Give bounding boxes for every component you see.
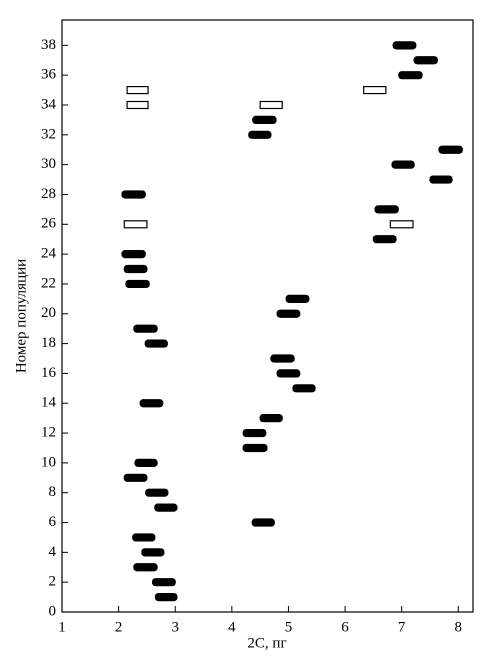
- range-bar: [285, 294, 310, 303]
- x-tick-label: 4: [228, 619, 236, 635]
- y-tick-label: 24: [41, 246, 57, 262]
- range-bar: [123, 473, 148, 482]
- x-tick-label: 6: [341, 619, 349, 635]
- range-bar: [151, 578, 176, 587]
- range-bar: [242, 443, 268, 453]
- y-tick-label: 6: [49, 514, 57, 530]
- x-tick-label: 2: [115, 619, 123, 635]
- y-tick-label: 8: [49, 484, 57, 500]
- range-bar: [121, 250, 146, 259]
- y-tick-label: 20: [41, 305, 56, 321]
- range-bar: [141, 548, 165, 557]
- range-bar: [154, 503, 178, 512]
- range-bar: [259, 414, 283, 423]
- range-bar: [125, 279, 150, 289]
- y-tick-label: 30: [41, 156, 56, 172]
- range-bar-open: [259, 100, 283, 110]
- x-axis-label: 2C, пг: [247, 635, 286, 651]
- range-bar-open: [389, 220, 414, 229]
- range-bar: [154, 592, 178, 602]
- y-tick-label: 32: [41, 126, 56, 142]
- y-tick-label: 0: [49, 603, 57, 619]
- range-bar: [134, 458, 158, 467]
- range-bar-open: [126, 100, 149, 110]
- range-bar: [292, 384, 316, 393]
- range-bar: [251, 518, 275, 527]
- x-tick-label: 7: [398, 619, 406, 635]
- range-bar: [398, 71, 423, 80]
- x-tick-label: 8: [455, 619, 463, 635]
- range-bar-open: [363, 85, 387, 95]
- range-bar: [413, 56, 438, 65]
- range-bar: [139, 399, 164, 408]
- y-tick-label: 10: [41, 454, 56, 470]
- range-bar: [392, 41, 417, 50]
- range-bar: [144, 339, 168, 348]
- range-bar: [242, 428, 267, 438]
- y-tick-label: 14: [41, 395, 57, 411]
- x-tick-label: 1: [58, 619, 66, 635]
- range-bar: [133, 563, 158, 572]
- range-bar: [252, 115, 277, 125]
- y-tick-label: 38: [41, 37, 56, 53]
- range-bar: [248, 130, 272, 139]
- range-bar-open: [126, 85, 149, 95]
- range-bar-open: [123, 220, 148, 229]
- y-tick-label: 4: [49, 544, 57, 560]
- range-bar: [276, 309, 301, 318]
- plot-frame: [61, 19, 474, 613]
- x-tick-label: 3: [171, 619, 179, 635]
- y-tick-label: 22: [41, 275, 56, 291]
- y-tick-label: 2: [49, 574, 57, 590]
- range-bar: [276, 369, 301, 378]
- y-tick-label: 28: [41, 186, 56, 202]
- x-tick-label: 5: [285, 619, 293, 635]
- y-tick-label: 16: [41, 365, 57, 381]
- y-tick-label: 36: [41, 67, 57, 83]
- y-tick-label: 26: [41, 216, 57, 232]
- y-tick-label: 34: [41, 96, 57, 112]
- range-bar: [438, 145, 463, 154]
- range-bar: [133, 324, 158, 333]
- y-axis-label: Номер популяции: [13, 259, 29, 373]
- range-bar: [145, 488, 169, 497]
- range-bar: [374, 205, 399, 214]
- y-tick-label: 12: [41, 424, 56, 440]
- range-bar: [429, 175, 453, 184]
- range-bar: [372, 235, 397, 244]
- range-bar: [123, 264, 148, 274]
- range-bar: [391, 160, 415, 169]
- range-bar: [270, 354, 295, 363]
- range-bar: [121, 190, 146, 199]
- range-bar: [132, 533, 156, 542]
- y-tick-label: 18: [41, 335, 56, 351]
